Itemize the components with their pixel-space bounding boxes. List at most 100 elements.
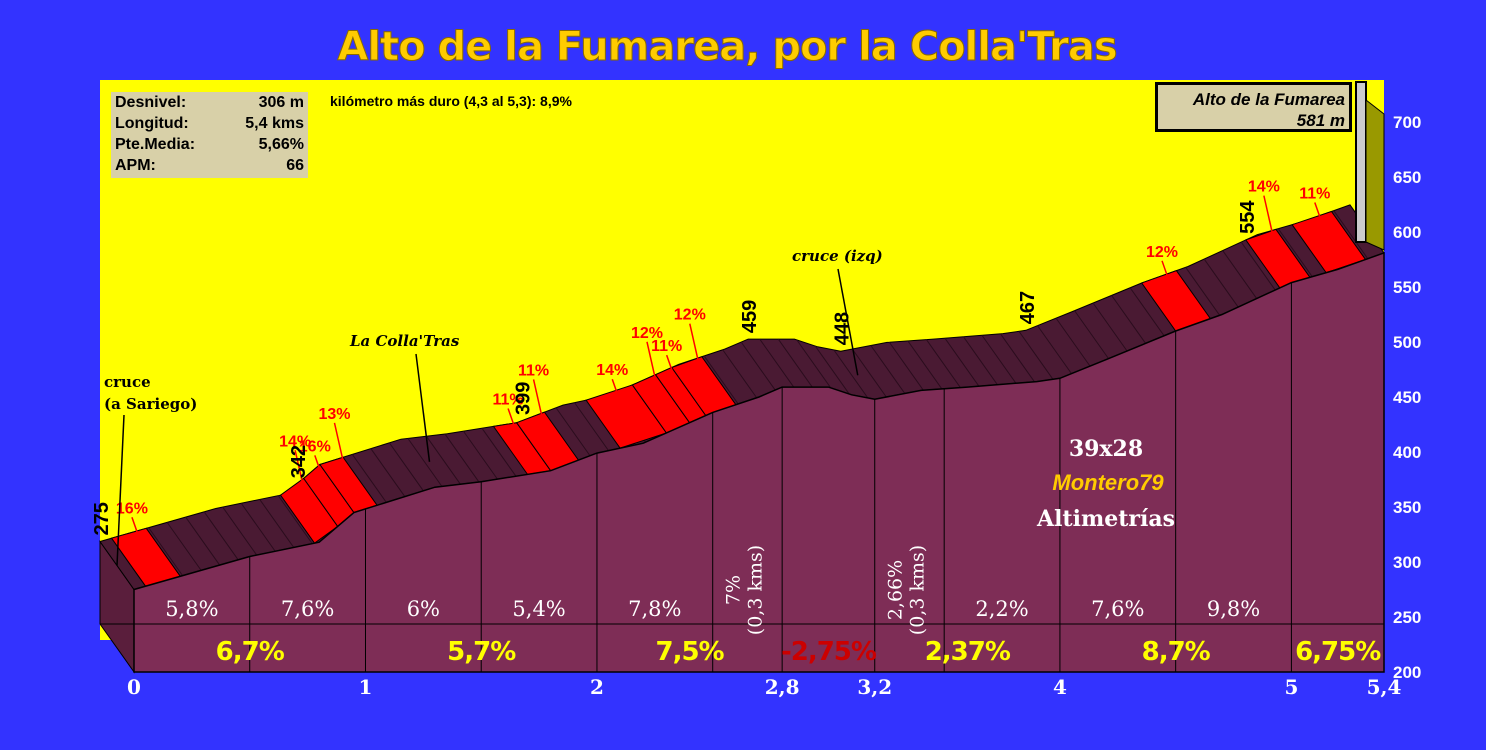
- chart-title: Alto de la Fumarea, por la Colla'Tras: [337, 24, 1116, 70]
- annotation-leader-line: [415, 353, 431, 462]
- steep-section-label: 12%: [1146, 244, 1178, 261]
- surface-hatch: [1240, 241, 1276, 291]
- stat-value: 5,66%: [258, 136, 304, 153]
- segment-slope-label: 2,66%(0,3 kms): [884, 545, 928, 635]
- km-average-label: 8,7%: [1142, 637, 1211, 667]
- segment-slope-label: 2,2%: [975, 597, 1028, 621]
- y-tick-label: 400: [1393, 443, 1421, 462]
- stat-value: 66: [286, 157, 304, 174]
- spot-height-label: 342: [288, 445, 310, 478]
- y-tick-label: 250: [1393, 608, 1421, 627]
- segment-slope-label: 7%(0,3 kms): [722, 545, 766, 635]
- surface-hatch: [1185, 267, 1221, 316]
- steep-leader-line: [314, 455, 330, 496]
- surface-hatch: [907, 340, 943, 390]
- x-tick-label: 3,2: [857, 675, 892, 699]
- steep-leader-line: [507, 408, 523, 449]
- steep-section-label: 11%: [1299, 186, 1330, 203]
- hardest-km-note: kilómetro más duro (4,3 al 5,3): 8,9%: [330, 93, 572, 109]
- annotation-label: La Colla'Tras: [349, 332, 460, 350]
- steep-leader-line: [646, 341, 662, 404]
- spot-height-label: 399: [512, 382, 534, 415]
- surface-hatch: [1129, 287, 1165, 337]
- annotation-label: cruce (a Sariego): [104, 373, 197, 413]
- stat-label: Desnivel:: [115, 94, 187, 111]
- y-tick-label: 450: [1393, 388, 1421, 407]
- steep-section-label: 13%: [318, 406, 350, 423]
- surface-hatch: [481, 427, 517, 477]
- km-average-label: 5,7%: [447, 637, 516, 667]
- surface-hatch: [814, 345, 850, 395]
- surface-hatch: [796, 339, 832, 389]
- plot-area: 5,8% 7,6% 6% 5,4% 7,8% 7%(0,3 kms) 2,66%(0,3 k…: [91, 81, 1421, 699]
- surface-hatch: [259, 499, 295, 548]
- segment-slope-label: 7,8%: [628, 597, 681, 621]
- surface-hatch: [240, 502, 276, 552]
- stat-pendiente: Pte.Media: 5,66%: [111, 134, 308, 155]
- stat-label: Longitud:: [115, 115, 189, 132]
- stat-label: Pte.Media:: [115, 136, 196, 153]
- surface-hatch: [740, 341, 776, 391]
- spot-height-label: 467: [1017, 291, 1039, 324]
- y-tick-label: 200: [1393, 663, 1421, 682]
- steep-section-label: 12%: [631, 325, 663, 342]
- steep-section-label: 16%: [116, 500, 148, 517]
- surface-hatch: [1000, 333, 1035, 383]
- segment-slope-label: 5,4%: [512, 597, 565, 621]
- surface-hatch: [1333, 210, 1369, 259]
- segment-slope-label: 9,8%: [1207, 597, 1260, 621]
- steep-section-label: 14%: [596, 362, 628, 379]
- steep-leader-line: [1263, 195, 1279, 258]
- summit-name: Alto de la Fumarea: [1192, 90, 1345, 109]
- surface-hatch: [1037, 325, 1072, 374]
- x-tick-label: 5,4: [1367, 675, 1402, 699]
- stat-value: 306 m: [258, 94, 304, 111]
- surface-hatch: [388, 442, 424, 492]
- summit-altitude: 581 m: [1296, 111, 1345, 130]
- surface-hatch: [981, 334, 1017, 384]
- surface-hatch: [888, 341, 924, 391]
- x-tick-label: 2,8: [765, 675, 800, 699]
- credit-gear: 39x28: [1069, 436, 1143, 462]
- summit-post-side: [1365, 98, 1385, 251]
- surface-hatch: [963, 336, 998, 386]
- surface-hatch: [185, 516, 221, 566]
- surface-hatch: [1277, 228, 1313, 277]
- segment-slope-label: 5,8%: [165, 597, 218, 621]
- surface-hatch: [722, 349, 758, 399]
- y-tick-label: 300: [1393, 553, 1421, 572]
- steep-section-label: 16%: [299, 438, 331, 455]
- x-tick-label: 5: [1284, 675, 1298, 699]
- km-average-label: 6,7%: [216, 637, 285, 667]
- profile-front-face: [133, 251, 1385, 673]
- km-average-label: 7,5%: [656, 637, 725, 667]
- steep-leader-line: [1314, 202, 1330, 243]
- x-tick-label: 1: [359, 675, 373, 699]
- surface-hatch: [1222, 250, 1258, 299]
- surface-hatch: [1055, 317, 1091, 367]
- surface-hatch: [222, 506, 258, 556]
- steep-section-label: 11%: [651, 338, 682, 355]
- surface-hatch: [833, 349, 869, 399]
- y-tick-label: 700: [1393, 113, 1421, 132]
- y-tick-label: 500: [1393, 333, 1421, 352]
- segment-slope-label: 6%: [407, 597, 440, 621]
- surface-hatch: [759, 338, 795, 388]
- annotation-leader-line: [837, 268, 859, 376]
- steep-section-label: 14%: [279, 433, 311, 450]
- surface-hatch: [203, 511, 239, 561]
- steep-section-label: 11%: [518, 362, 549, 379]
- steep-leader-line: [131, 517, 147, 558]
- steep-leader-line: [333, 422, 350, 486]
- x-tick-label: 2: [590, 675, 604, 699]
- steep-leader-line: [689, 323, 705, 386]
- surface-hatch: [148, 527, 184, 576]
- km-average-label: 2,37%: [925, 637, 1011, 667]
- steep-leader-line: [294, 450, 310, 513]
- steep-leader-line: [611, 378, 627, 420]
- surface-hatch: [444, 433, 480, 483]
- x-tick-label: 4: [1053, 675, 1067, 699]
- surface-hatch: [1018, 331, 1054, 380]
- credit-author: Montero79: [1052, 470, 1164, 495]
